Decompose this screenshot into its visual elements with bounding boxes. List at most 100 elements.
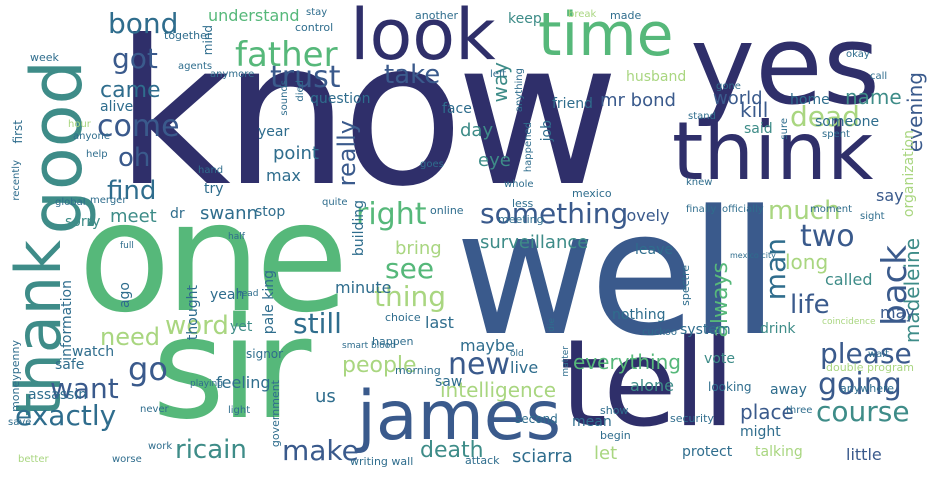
word-anyone: anyone	[73, 131, 110, 142]
word-madeleine: madeleine	[900, 238, 924, 344]
word-last: last	[425, 313, 454, 332]
word-eye: eye	[478, 150, 511, 171]
word-government: government	[269, 380, 282, 448]
word-max: max	[266, 166, 301, 185]
word-moneypenny: moneypenny	[9, 340, 22, 412]
word-two: two	[800, 219, 855, 254]
word-assassin: assassin	[28, 387, 88, 403]
word-work: work	[148, 441, 173, 452]
word-attack: attack	[465, 454, 500, 467]
word-cuckoo: cuckoo	[642, 327, 678, 338]
word-okay: okay	[846, 49, 870, 60]
word-intelligence: intelligence	[440, 378, 557, 402]
word-right: right	[356, 197, 427, 232]
word-look: look	[350, 0, 496, 76]
word-someone: someone	[815, 114, 880, 130]
word-hand: hand	[198, 165, 224, 176]
word-half: half	[228, 232, 245, 242]
word-face: face	[442, 101, 472, 117]
word-death: death	[420, 438, 484, 463]
word-want: want	[50, 372, 119, 405]
word-light: light	[228, 405, 251, 416]
word-understand: understand	[208, 6, 300, 25]
word-course: course	[816, 395, 910, 428]
word-whole: whole	[504, 179, 534, 190]
word-home: home	[790, 92, 830, 108]
word-father: father	[235, 35, 338, 75]
word-hour: hour	[68, 119, 91, 130]
word-kill: kill	[740, 98, 769, 122]
word-year: year	[258, 124, 290, 140]
word-online: online	[430, 204, 464, 217]
word-might: might	[740, 424, 781, 440]
word-knew: knew	[686, 177, 713, 188]
word-stop: stop	[255, 204, 286, 220]
word-mr-bond: mr bond	[600, 90, 676, 111]
word-please: please	[820, 337, 912, 370]
word-long: long	[785, 250, 829, 274]
word-leave: leave	[635, 242, 673, 258]
word-new: new	[448, 347, 511, 382]
word-one: one	[78, 169, 349, 346]
word-surveillance: surveillance	[480, 232, 589, 253]
word-together: together	[164, 29, 212, 42]
word-three: three	[786, 405, 813, 416]
word-signor: signor	[246, 347, 284, 361]
word-matter: matter	[561, 346, 571, 377]
word-first: first	[11, 120, 25, 144]
word-organization: organization	[901, 130, 917, 218]
word-happen: happen	[372, 335, 414, 348]
word-choice: choice	[385, 311, 421, 324]
word-finally: finally	[686, 204, 717, 215]
word-nothing: nothing	[612, 307, 666, 323]
word-wait: wait	[868, 349, 890, 360]
word-less: less	[512, 197, 534, 210]
word-begin: begin	[600, 429, 631, 442]
word-smart-blood: smart blood	[342, 341, 396, 351]
word-come: come	[97, 109, 180, 144]
word-week: week	[30, 51, 59, 64]
word-well: well	[455, 173, 779, 374]
word-thing: thing	[374, 280, 447, 313]
word-say: say	[876, 186, 904, 205]
word-talking: talking	[755, 444, 803, 460]
word-sounds: sounds	[279, 80, 290, 116]
word-double-program: double program	[826, 361, 914, 374]
word-think: think	[672, 105, 874, 198]
word-anymore: anymore	[210, 69, 255, 80]
word-another: another	[415, 9, 459, 22]
word-may: may	[880, 303, 915, 322]
word-husband: husband	[626, 69, 687, 85]
word-trust: trust	[270, 60, 341, 95]
word-yeah: yeah	[210, 287, 245, 303]
word-quite: quite	[322, 197, 348, 208]
word-agents: agents	[178, 61, 213, 72]
word-mexico: mexico	[572, 187, 612, 200]
word-morning: morning	[395, 364, 441, 377]
word-got: got	[112, 42, 158, 75]
word-mind: mind	[201, 25, 215, 56]
word-lovely: lovely	[622, 206, 670, 225]
word-saw: saw	[435, 374, 463, 390]
word-full: full	[120, 241, 134, 251]
word-merger: merger	[90, 195, 127, 206]
word-sure: sure	[779, 118, 790, 140]
word-friend: friend	[552, 96, 593, 112]
word-time: time	[538, 0, 674, 70]
word-gone: gone	[716, 81, 741, 92]
word-alone: alone	[630, 376, 675, 395]
word-make: make	[282, 434, 359, 467]
word-officially: officially	[722, 204, 764, 215]
word-spectre: spectre	[679, 265, 692, 306]
word-happened: happened	[523, 122, 534, 173]
word-go: go	[128, 350, 168, 388]
word-really: really	[333, 120, 361, 187]
word-swann: swann	[200, 203, 258, 224]
word-point: point	[273, 143, 319, 164]
word-looking: looking	[708, 380, 752, 394]
word-died: died	[295, 80, 306, 102]
word-maybe: maybe	[460, 336, 515, 355]
word-life: life	[790, 290, 830, 320]
word-watch: watch	[72, 344, 115, 360]
word-keep: keep	[508, 11, 542, 27]
